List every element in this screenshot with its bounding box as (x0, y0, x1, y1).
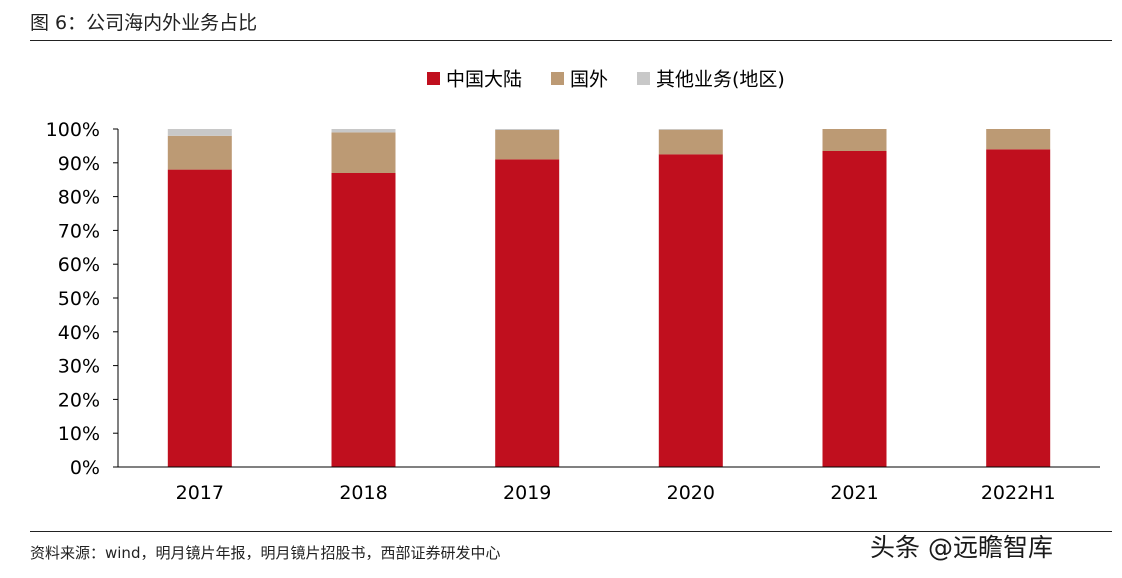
y-tick-label: 10% (58, 423, 100, 445)
bar-2021-series-0 (822, 151, 887, 467)
y-tick-label: 0% (70, 457, 100, 479)
bar-2022H1-series-0 (986, 149, 1051, 468)
bar-2018-series-0 (331, 172, 396, 467)
y-tick-label: 50% (58, 288, 100, 310)
bar-2017-series-2 (167, 129, 232, 136)
legend-swatch-2 (637, 72, 650, 85)
x-tick-label: 2021 (830, 482, 878, 504)
bar-2020-series-0 (658, 154, 723, 468)
x-tick-label: 2019 (503, 482, 551, 504)
stacked-bar-chart: 中国大陆 国外 其他业务(地区) 2017 2018 2019 2020 2021 2022H… (46, 69, 1100, 504)
y-tick-label: 100% (46, 119, 100, 141)
axes: 2017 2018 2019 2020 2021 2022H1 0% 10% 20% 30% 40%… (46, 119, 1100, 504)
x-tick-label: 2017 (176, 482, 224, 504)
x-tick-label: 2018 (339, 482, 387, 504)
y-tick-label: 80% (58, 187, 100, 209)
bar-2017-series-1 (167, 135, 232, 170)
legend: 中国大陆 国外 其他业务(地区) (427, 69, 785, 91)
bar-2020-series-1 (658, 129, 723, 155)
y-tick-label: 70% (58, 220, 100, 242)
y-tick-label: 20% (58, 389, 100, 411)
bar-2019-series-2 (495, 129, 560, 130)
legend-swatch-0 (427, 72, 440, 85)
legend-label-2: 其他业务(地区) (656, 69, 785, 91)
bar-2018-series-2 (331, 129, 396, 133)
y-tick-label: 90% (58, 153, 100, 175)
bar-2018-series-1 (331, 132, 396, 173)
bar-2019-series-1 (495, 130, 560, 160)
legend-swatch-1 (551, 72, 564, 85)
bottom-rule (30, 531, 1112, 532)
bar-2021-series-1 (822, 129, 887, 151)
y-tick-label: 40% (58, 322, 100, 344)
bar-2017-series-0 (167, 169, 232, 467)
legend-label-0: 中国大陆 (446, 69, 522, 91)
y-tick-label: 60% (58, 254, 100, 276)
bar-2020-series-2 (658, 129, 723, 130)
top-rule (30, 40, 1112, 41)
x-tick-label: 2020 (667, 482, 715, 504)
bar-2022H1-series-1 (986, 129, 1051, 150)
x-tick-label: 2022H1 (981, 482, 1056, 504)
watermark: 头条 @远瞻智库 (870, 533, 1053, 562)
legend-label-1: 国外 (570, 69, 608, 91)
bars (167, 129, 1051, 468)
bar-2019-series-0 (495, 159, 560, 467)
y-tick-label: 30% (58, 356, 100, 378)
source-note: 资料来源：wind，明月镜片年报，明月镜片招股书，西部证券研发中心 (30, 544, 501, 562)
figure-title: 图 6：公司海内外业务占比 (30, 12, 258, 34)
